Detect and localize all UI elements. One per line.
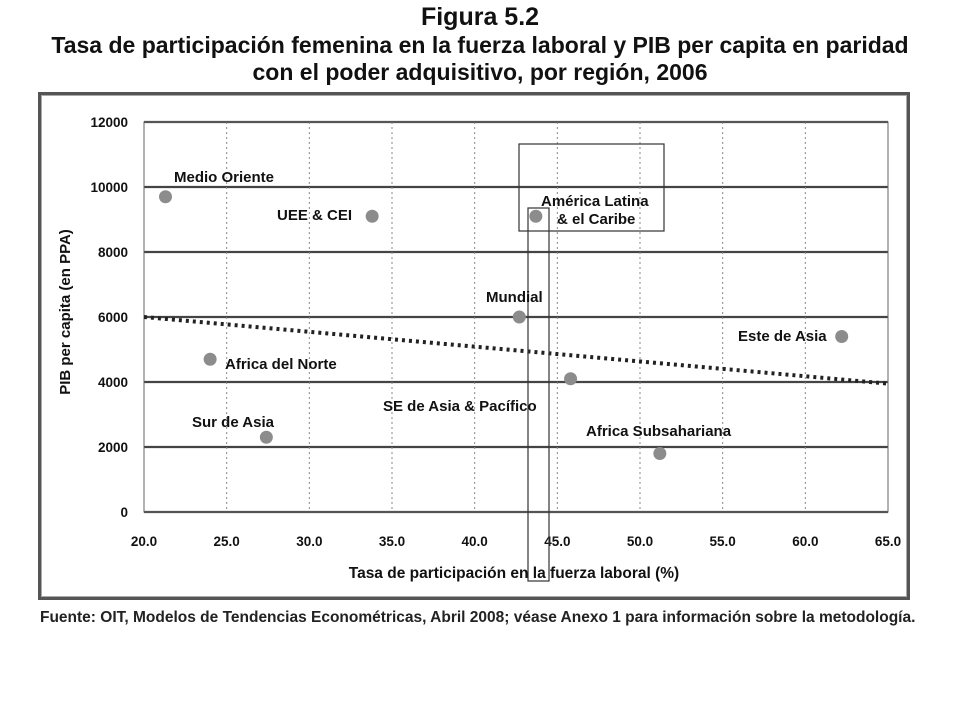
trendline-layer xyxy=(143,315,889,386)
source-note: Fuente: OIT, Modelos de Tendencias Econo… xyxy=(40,609,916,626)
x-tick-label: 35.0 xyxy=(379,534,405,549)
data-point xyxy=(653,447,667,460)
x-tick-label: 65.0 xyxy=(875,534,901,549)
data-point-label: UEE & CEI xyxy=(277,207,352,224)
figure-title-line-1: Tasa de participación femenina en la fue… xyxy=(51,32,909,58)
chart-frame xyxy=(38,92,910,600)
y-tick-label: 8000 xyxy=(98,245,128,260)
x-tick-label: 40.0 xyxy=(462,534,488,549)
x-tick-label: 20.0 xyxy=(131,534,157,549)
highlight-box-region xyxy=(518,143,665,232)
data-point xyxy=(835,330,849,343)
point-layer xyxy=(158,190,849,460)
figure-title-line-2: con el poder adquisitivo, por región, 20… xyxy=(252,59,708,85)
x-tick-label: 30.0 xyxy=(296,534,322,549)
highlight-layer xyxy=(518,143,665,582)
data-point xyxy=(158,190,172,204)
y-tick-label: 4000 xyxy=(98,375,128,390)
data-point xyxy=(203,352,217,366)
data-point-label: Sur de Asia xyxy=(192,414,275,431)
data-point-label: Africa del Norte xyxy=(225,356,337,373)
data-point xyxy=(512,310,526,324)
x-axis-label: Tasa de participación en la fuerza labor… xyxy=(349,565,679,582)
data-point-label: Medio Oriente xyxy=(174,169,274,186)
figure-header: Figura 5.2 Tasa de participación femenin… xyxy=(0,2,960,86)
x-tick-label: 25.0 xyxy=(214,534,240,549)
y-tick-label: 12000 xyxy=(90,115,128,130)
label-layer: Medio Oriente UEE & CEI América Latina & el… xyxy=(174,169,827,440)
data-point xyxy=(529,209,543,223)
x-tick-label: 45.0 xyxy=(544,534,570,549)
y-tick-label: 0 xyxy=(120,505,128,520)
y-tick-label: 6000 xyxy=(98,310,128,325)
data-point-label: América Latina & el Caribe xyxy=(541,193,649,228)
data-point xyxy=(564,372,578,386)
x-tick-label: 50.0 xyxy=(627,534,653,549)
y-tick-label: 2000 xyxy=(98,440,128,455)
y-axis-label: PIB per capita (en PPA) xyxy=(57,229,74,395)
y-tick-label: 10000 xyxy=(90,180,128,195)
x-tick-label: 60.0 xyxy=(792,534,818,549)
data-point xyxy=(259,430,273,444)
data-point-label: SE de Asia & Pacífico xyxy=(383,398,537,415)
data-point-label: Africa Subsahariana xyxy=(586,423,732,440)
figure-number: Figura 5.2 xyxy=(420,3,540,31)
data-point-label: Mundial xyxy=(486,289,543,306)
data-point-label: Este de Asia xyxy=(738,328,827,345)
axis-layer: 0 2000 4000 6000 8000 10000 12000 20.0 25.0 30.0 3… xyxy=(90,115,901,549)
trendline xyxy=(143,315,889,386)
highlight-bar-axis xyxy=(527,207,550,582)
data-point xyxy=(365,209,379,223)
x-tick-label: 55.0 xyxy=(710,534,736,549)
